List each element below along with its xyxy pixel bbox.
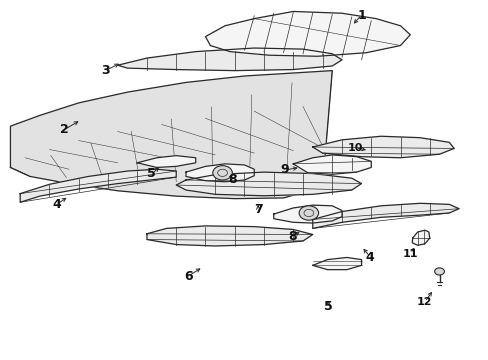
Text: 11: 11 xyxy=(402,248,417,258)
Polygon shape xyxy=(411,230,429,245)
Polygon shape xyxy=(137,156,195,167)
Polygon shape xyxy=(20,169,176,202)
Text: 10: 10 xyxy=(347,143,363,153)
Text: 2: 2 xyxy=(60,123,68,136)
Text: 8: 8 xyxy=(287,230,296,243)
Text: 4: 4 xyxy=(52,198,61,211)
Text: 4: 4 xyxy=(365,251,374,264)
Polygon shape xyxy=(312,257,361,270)
Circle shape xyxy=(299,206,318,220)
Polygon shape xyxy=(293,155,370,174)
Text: 7: 7 xyxy=(253,203,262,216)
Text: 5: 5 xyxy=(147,167,156,180)
Circle shape xyxy=(434,268,444,275)
Polygon shape xyxy=(273,205,341,223)
Polygon shape xyxy=(176,172,361,196)
Text: 9: 9 xyxy=(280,163,288,176)
Text: 5: 5 xyxy=(324,300,332,313)
Polygon shape xyxy=(185,164,254,182)
Text: 6: 6 xyxy=(184,270,192,283)
Polygon shape xyxy=(205,12,409,56)
Polygon shape xyxy=(118,48,341,71)
Text: 8: 8 xyxy=(227,173,236,186)
Polygon shape xyxy=(312,136,453,158)
Text: 3: 3 xyxy=(101,64,110,77)
Polygon shape xyxy=(147,226,312,246)
Circle shape xyxy=(212,166,232,180)
Polygon shape xyxy=(10,71,331,199)
Polygon shape xyxy=(312,203,458,228)
Text: 12: 12 xyxy=(416,297,432,307)
Text: 1: 1 xyxy=(356,9,365,22)
